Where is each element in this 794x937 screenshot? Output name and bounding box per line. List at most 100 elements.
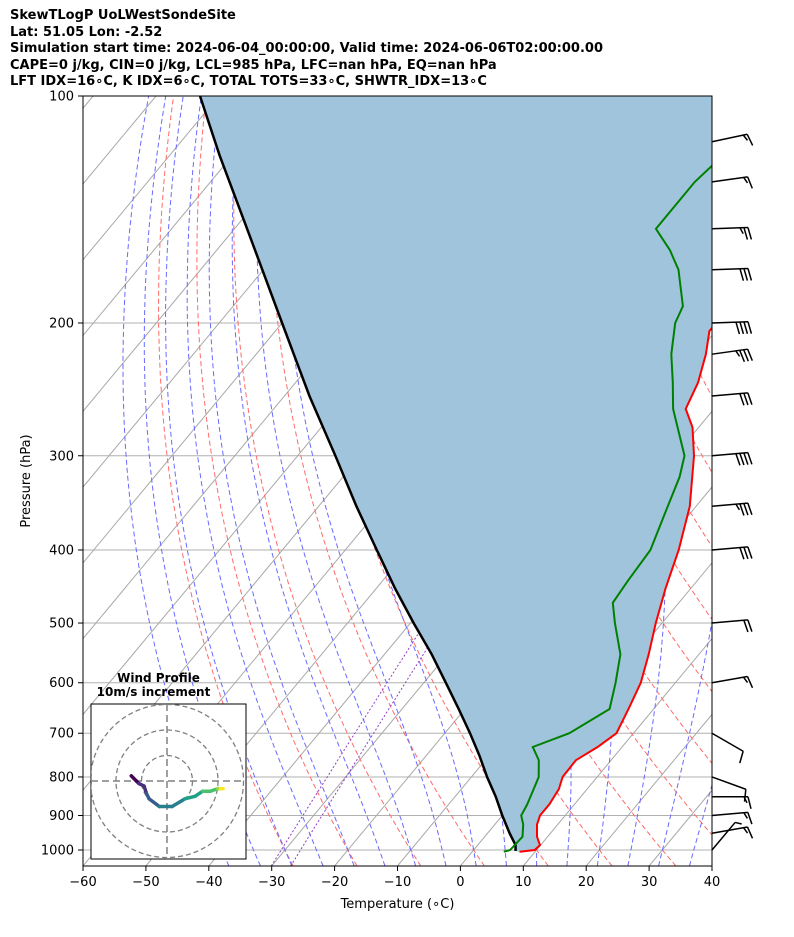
barb-feather xyxy=(739,547,745,560)
x-tick-label: 10 xyxy=(515,875,532,890)
moist-adiabat xyxy=(255,96,417,866)
barb-feather xyxy=(743,812,749,819)
index-line: LFT IDX=16∘C, K IDX=6∘C, TOTAL TOTS=33∘C… xyxy=(10,74,487,89)
y-axis-label: Pressure (hPa) xyxy=(19,434,34,527)
isotherm-line xyxy=(83,96,283,337)
x-tick-label: 30 xyxy=(641,875,658,890)
moist-adiabat xyxy=(165,96,293,866)
wind-barb xyxy=(711,320,753,335)
y-tick-label: 600 xyxy=(49,676,74,691)
barb-feather xyxy=(747,452,753,465)
barb-feather xyxy=(739,350,746,363)
barb-staff xyxy=(711,267,749,271)
dry-adiabat xyxy=(233,96,422,866)
moist-adiabat xyxy=(186,96,324,866)
plot-area xyxy=(83,96,794,866)
barb-feather xyxy=(747,619,753,632)
isotherm-line xyxy=(711,865,712,866)
barb-feather xyxy=(742,134,749,141)
y-tick-label: 500 xyxy=(49,617,74,632)
y-tick-label: 100 xyxy=(49,90,74,105)
barb-feather xyxy=(742,676,749,684)
wind-barb xyxy=(711,619,753,633)
barb-staff xyxy=(711,226,749,230)
moist-adiabat xyxy=(658,96,712,866)
y-tick-label: 200 xyxy=(49,316,74,331)
barb-staff xyxy=(711,502,748,507)
wind-barb xyxy=(711,226,753,240)
x-tick-label: −60 xyxy=(69,875,96,890)
barb-feather xyxy=(747,812,753,825)
barb-feather xyxy=(743,789,747,802)
cape-line: CAPE=0 j/kg, CIN=0 j/kg, LCL=985 hPa, LF… xyxy=(10,57,497,73)
y-tick-label: 800 xyxy=(49,770,74,785)
barb-staff xyxy=(711,732,744,752)
barb-feather xyxy=(739,393,745,406)
wind-barb xyxy=(711,675,754,689)
barb-feather xyxy=(742,827,749,834)
barb-feather xyxy=(734,821,742,825)
barb-feather xyxy=(735,503,741,511)
y-tick-label: 400 xyxy=(49,543,74,558)
wind-barb xyxy=(711,776,747,802)
wind-barb xyxy=(711,502,753,516)
barb-feather xyxy=(747,321,753,334)
chart-header: SkewTLogP UoLWestSondeSite Lat: 51.05 Lo… xyxy=(10,8,603,91)
barb-staff xyxy=(711,320,749,324)
x-axis-label: Temperature (∘C) xyxy=(340,897,455,912)
isotherm-line xyxy=(585,713,712,866)
isotherm-line xyxy=(83,96,94,109)
barb-feather xyxy=(735,321,741,335)
barb-feather xyxy=(746,133,754,146)
dry-adiabat xyxy=(196,96,358,866)
wind-barb xyxy=(711,821,742,851)
hodograph-trace-segment xyxy=(147,797,162,809)
wind-barb xyxy=(711,392,753,406)
barb-staff xyxy=(711,546,748,551)
hodograph-plot xyxy=(91,704,246,859)
moist-adiabat xyxy=(720,96,794,866)
barb-feather xyxy=(743,177,749,184)
barb-feather xyxy=(743,620,749,633)
time-line: Simulation start time: 2024-06-04_00:00:… xyxy=(10,41,603,56)
x-tick-label: 40 xyxy=(704,875,721,890)
barb-staff xyxy=(711,675,748,684)
wind-barb xyxy=(711,811,753,825)
barb-feather xyxy=(746,676,754,689)
barb-feather xyxy=(739,503,745,516)
barb-feather xyxy=(743,393,749,406)
barb-feather xyxy=(743,503,749,516)
barb-feather xyxy=(743,546,749,560)
isotherm-line xyxy=(522,637,712,866)
hodograph-trace-segment xyxy=(170,797,187,809)
barb-feather xyxy=(742,349,750,362)
isotherm-line xyxy=(83,96,220,261)
x-tick-label: −40 xyxy=(195,875,222,890)
barb-feather xyxy=(739,453,745,466)
isotherm-line xyxy=(775,96,794,866)
barb-staff xyxy=(711,811,748,817)
wind-barb xyxy=(711,267,753,281)
barb-feather xyxy=(747,268,753,281)
moist-adiabat xyxy=(231,96,386,866)
x-tick-label: 20 xyxy=(578,875,595,890)
barb-feather xyxy=(747,546,753,559)
hodograph-ring xyxy=(91,704,245,859)
wind-barb xyxy=(711,546,753,560)
barb-feather xyxy=(747,502,753,516)
barb-feather xyxy=(747,227,753,240)
dewpoint-line xyxy=(503,164,712,853)
dry-adiabat xyxy=(433,96,712,765)
wind-barb xyxy=(711,732,744,764)
barb-feather xyxy=(743,227,749,240)
dry-adiabat xyxy=(268,96,485,866)
moist-adiabat xyxy=(208,96,355,866)
wind-barb xyxy=(711,451,753,466)
barb-staff xyxy=(711,392,748,397)
barb-feather xyxy=(747,796,752,809)
y-tick-label: 1000 xyxy=(41,844,74,859)
barb-feather xyxy=(739,321,745,335)
y-tick-label: 900 xyxy=(49,809,74,824)
